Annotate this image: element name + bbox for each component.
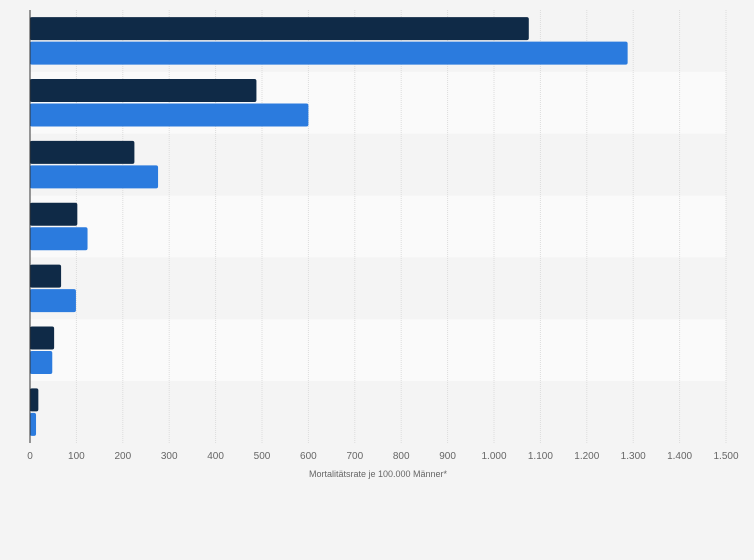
x-tick-label: 700 (346, 451, 363, 462)
x-tick-label: 1.500 (713, 451, 738, 462)
bar[interactable] (30, 227, 88, 251)
bar[interactable] (30, 388, 39, 412)
bar[interactable] (30, 350, 53, 374)
bar[interactable] (30, 202, 78, 226)
bar[interactable] (30, 41, 628, 65)
bar[interactable] (30, 103, 309, 127)
x-tick-label: 200 (114, 451, 131, 462)
category-bands (30, 10, 726, 443)
x-tick-label: 300 (161, 451, 178, 462)
category-band (30, 381, 726, 443)
x-tick-label: 100 (68, 451, 85, 462)
x-axis-title: Mortalitätsrate je 100.000 Männer* (309, 469, 448, 479)
bar[interactable] (30, 79, 257, 103)
x-tick-label: 800 (393, 451, 410, 462)
x-tick-label: 1.000 (481, 451, 506, 462)
x-tick-label: 1.400 (667, 451, 692, 462)
x-tick-label: 600 (300, 451, 317, 462)
x-tick-label: 1.100 (528, 451, 553, 462)
bars (30, 17, 628, 436)
bar[interactable] (30, 140, 135, 164)
category-band (30, 257, 726, 320)
x-tick-label: 500 (254, 451, 271, 462)
bar[interactable] (30, 326, 55, 350)
category-band (30, 195, 726, 258)
x-tick-label: 400 (207, 451, 224, 462)
x-axis-ticks: 0 100 200 300 400 500 600 700 800 900 1.000 1.100 1.… (27, 451, 739, 462)
x-tick-label: 1.200 (574, 451, 599, 462)
bar[interactable] (30, 17, 529, 41)
bar[interactable] (30, 264, 62, 288)
category-band (30, 319, 726, 382)
bar[interactable] (30, 165, 159, 189)
x-tick-label: 1.300 (621, 451, 646, 462)
x-tick-label: 0 (27, 451, 33, 462)
x-tick-label: 900 (439, 451, 456, 462)
bar[interactable] (30, 412, 37, 436)
bar[interactable] (30, 289, 76, 313)
